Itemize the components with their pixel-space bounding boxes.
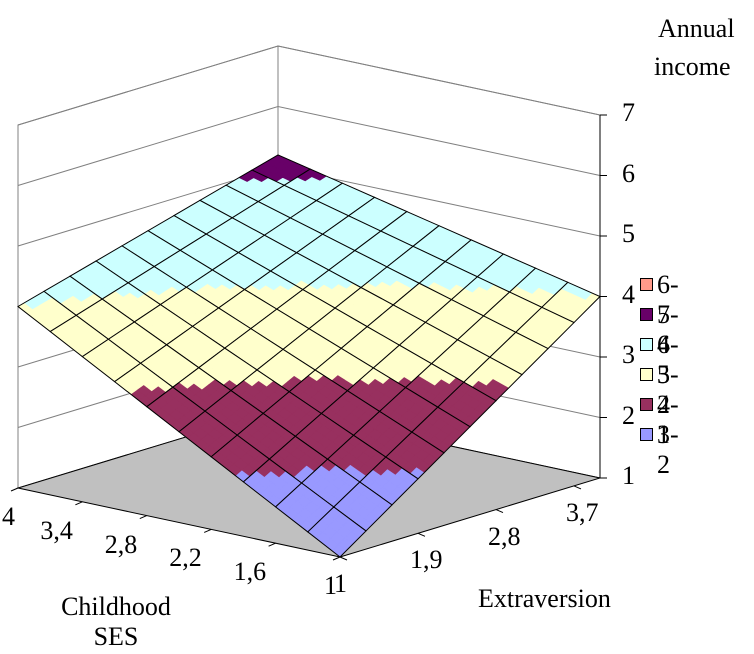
x-tick-label: 2,8 bbox=[488, 521, 521, 551]
legend-swatch bbox=[640, 278, 653, 291]
surface-cell bbox=[514, 306, 575, 350]
surface-cell bbox=[171, 367, 232, 412]
surface-cell bbox=[211, 251, 272, 291]
surface-cell bbox=[250, 154, 312, 186]
legend-label: 4-5 bbox=[657, 330, 679, 389]
x-tick-label: 1,9 bbox=[410, 545, 443, 575]
y-tick-mark bbox=[204, 528, 212, 533]
x-tick-mark bbox=[573, 485, 582, 490]
surface-cell bbox=[95, 245, 156, 284]
surface-cell bbox=[274, 482, 335, 533]
y-tick-mark bbox=[139, 515, 147, 520]
legend-swatch bbox=[640, 308, 653, 321]
surface-cell bbox=[127, 265, 188, 306]
z-tick-label: 4 bbox=[622, 279, 635, 309]
y-tick-label: 3,4 bbox=[40, 515, 73, 545]
legend-swatch bbox=[640, 398, 653, 411]
y-tick-label: 1 bbox=[324, 571, 337, 600]
z-tick-label: 3 bbox=[622, 340, 635, 369]
legend-swatch bbox=[640, 338, 653, 351]
surface-cell bbox=[314, 347, 375, 392]
z-tick-label: 1 bbox=[622, 461, 635, 490]
legend-label: 5-6 bbox=[657, 300, 679, 359]
surface-cell bbox=[307, 506, 367, 558]
y-tick-label: 4 bbox=[2, 502, 15, 531]
surface-cell bbox=[231, 200, 292, 236]
legend-label: 6-7 bbox=[657, 270, 679, 329]
surface-cell bbox=[372, 344, 433, 389]
y-tick-mark bbox=[332, 556, 341, 561]
surface-cell bbox=[404, 363, 465, 408]
y-tick-mark bbox=[268, 542, 276, 547]
surface-cell bbox=[488, 331, 549, 376]
z-tick-label: 5 bbox=[622, 219, 635, 248]
surface-cell bbox=[81, 338, 142, 383]
z-gridline bbox=[17, 45, 601, 126]
surface-cell bbox=[191, 307, 252, 349]
x-tick-label: 1 bbox=[334, 569, 347, 598]
z-tick-label: 6 bbox=[622, 158, 635, 188]
z-axis-title-line-1: Annual bbox=[658, 14, 735, 43]
surface-cell bbox=[147, 214, 208, 251]
surface-cell bbox=[107, 321, 168, 364]
y-axis-title-line-2: SES bbox=[93, 622, 139, 651]
surface-cell bbox=[327, 249, 388, 289]
y-axis-title-line-1: Childhood bbox=[61, 592, 171, 621]
surface-cell bbox=[153, 249, 214, 288]
surface-cell bbox=[159, 286, 220, 327]
surface-cell bbox=[133, 303, 194, 346]
z-tick-label: 7 bbox=[622, 98, 635, 127]
surface-cell bbox=[43, 275, 104, 316]
x-axis-title: Extraversion bbox=[478, 584, 611, 613]
legend-swatch bbox=[640, 368, 653, 381]
surface-cell bbox=[359, 456, 419, 506]
surface-cell bbox=[424, 298, 485, 341]
x-tick-mark bbox=[495, 509, 504, 514]
surface-cell bbox=[178, 410, 239, 458]
y-tick-mark bbox=[10, 487, 19, 492]
y-tick-label: 1,6 bbox=[233, 557, 267, 587]
x-tick-mark bbox=[417, 532, 426, 537]
legend-label: 1-2 bbox=[657, 420, 679, 479]
surface-cell bbox=[217, 288, 278, 330]
legend-swatch bbox=[640, 428, 653, 441]
z-tick-label: 2 bbox=[622, 400, 635, 430]
surface-cell bbox=[385, 431, 445, 480]
surface-cell bbox=[173, 199, 234, 235]
surface-cell bbox=[49, 314, 110, 358]
legend-label: 3-4 bbox=[657, 360, 679, 419]
surface-cell bbox=[378, 386, 439, 433]
z-gridline bbox=[17, 105, 601, 186]
y-tick-label: 2,8 bbox=[104, 529, 138, 559]
x-tick-label: 3,7 bbox=[566, 497, 599, 527]
legend-label: 2-3 bbox=[657, 390, 679, 449]
z-axis-title-line-2: income bbox=[654, 52, 731, 81]
surface-cell bbox=[17, 290, 78, 333]
surface-cell bbox=[113, 362, 174, 408]
surface-cell bbox=[256, 348, 317, 393]
surface-cell bbox=[101, 282, 162, 323]
surface-cell bbox=[294, 412, 355, 460]
x-tick-mark bbox=[339, 556, 348, 561]
surface-cell bbox=[398, 321, 459, 365]
surface-cell bbox=[444, 239, 505, 278]
surface-mesh bbox=[307, 506, 367, 558]
surface-cell bbox=[340, 326, 401, 369]
surface-cell bbox=[476, 253, 537, 293]
y-tick-label: 2,2 bbox=[169, 543, 202, 573]
y-tick-mark bbox=[75, 501, 83, 506]
